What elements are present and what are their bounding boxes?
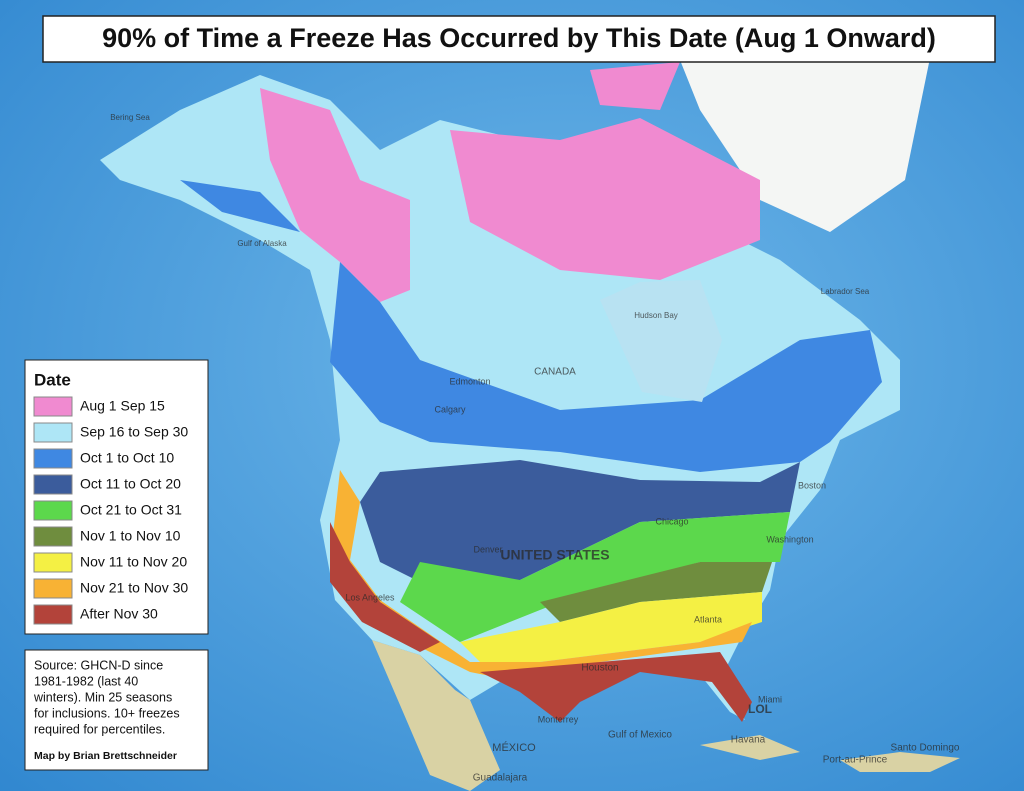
freeze-zone [480, 652, 752, 722]
legend-label: Nov 21 to Nov 30 [80, 580, 188, 596]
place-label: Miami [758, 694, 782, 704]
place-label: Denver [473, 544, 502, 554]
place-label: Atlanta [694, 614, 722, 624]
legend-label: Nov 11 to Nov 20 [80, 554, 187, 570]
freeze-zone [540, 562, 772, 622]
freeze-zone [450, 118, 760, 280]
legend-swatch [33, 578, 73, 599]
source-line: required for percentiles. [34, 722, 165, 736]
place-label: Boston [798, 480, 826, 490]
place-label: Santo Domingo [891, 743, 960, 754]
legend-swatch [33, 448, 73, 469]
legend-label: After Nov 30 [80, 606, 158, 622]
hudson-bay [600, 280, 722, 402]
place-label: Hudson Bay [634, 311, 678, 320]
cuba [700, 735, 800, 760]
legend-label: Aug 1 Sep 15 [80, 398, 165, 414]
place-label: Port-au-Prince [823, 755, 888, 766]
source-line: 1981-1982 (last 40 [34, 674, 138, 688]
freeze-zone [360, 460, 800, 602]
place-label: Bering Sea [110, 113, 150, 122]
credit: Map by Brian Brettschneider [34, 750, 177, 762]
legend-swatch [33, 526, 73, 547]
legend-label: Oct 21 to Oct 31 [80, 502, 182, 518]
legend-label: Oct 1 to Oct 10 [80, 450, 174, 466]
legend-swatch [33, 396, 73, 417]
place-label: Gulf of Alaska [237, 239, 287, 248]
freeze-zone [460, 592, 762, 662]
source-box [24, 649, 209, 771]
legend-swatch [33, 500, 73, 521]
legend-swatch [33, 604, 73, 625]
place-labels: Bering Sea Gulf of Alaska Hudson Bay Labrad… [110, 113, 960, 784]
legend-swatch [33, 422, 73, 443]
legend-swatch [33, 474, 73, 495]
legend-swatch [33, 552, 73, 573]
source-line: Source: GHCN-D since [34, 658, 163, 672]
place-label: Monterrey [538, 714, 579, 724]
place-label: Houston [581, 663, 618, 674]
legend-label: Nov 1 to Nov 10 [80, 528, 181, 544]
greenland [680, 58, 930, 232]
place-label: Havana [731, 735, 766, 746]
place-label: CANADA [534, 367, 576, 378]
place-label: Washington [766, 534, 813, 544]
place-label: UNITED STATES [500, 547, 609, 563]
place-label: LOL [748, 702, 772, 716]
freeze-zone [180, 180, 300, 232]
place-label: Labrador Sea [821, 287, 870, 296]
legend-label: Sep 16 to Sep 30 [80, 424, 188, 440]
freeze-zone [260, 88, 410, 302]
freeze-zone [330, 522, 440, 652]
title: 90% of Time a Freeze Has Occurred by Thi… [102, 23, 936, 53]
legend-title: Date [34, 370, 71, 389]
place-label: Edmonton [449, 376, 490, 386]
freeze-zone [400, 512, 790, 642]
freeze-zones [100, 62, 900, 722]
freeze-zone [330, 262, 882, 472]
place-label: Gulf of Mexico [608, 730, 672, 741]
place-label: Los Angeles [345, 592, 395, 602]
legend: Aug 1 Sep 15 Sep 16 to Sep 30 Oct 1 to Oct… [33, 396, 188, 625]
title-box [42, 15, 996, 63]
freeze-zone [590, 62, 680, 110]
mexico-land [372, 640, 500, 791]
hispaniola [840, 752, 960, 772]
source-line: winters). Min 25 seasons [33, 690, 172, 704]
place-label: Calgary [434, 404, 466, 414]
place-label: MÉXICO [492, 741, 536, 754]
legend-label: Oct 11 to Oct 20 [80, 476, 181, 492]
place-label: Guadalajara [473, 773, 528, 784]
source-line: for inclusions. 10+ freezes [34, 706, 180, 720]
source: Source: GHCN-D since 1981-1982 (last 40 wi… [33, 658, 180, 736]
place-label: Chicago [655, 516, 688, 526]
